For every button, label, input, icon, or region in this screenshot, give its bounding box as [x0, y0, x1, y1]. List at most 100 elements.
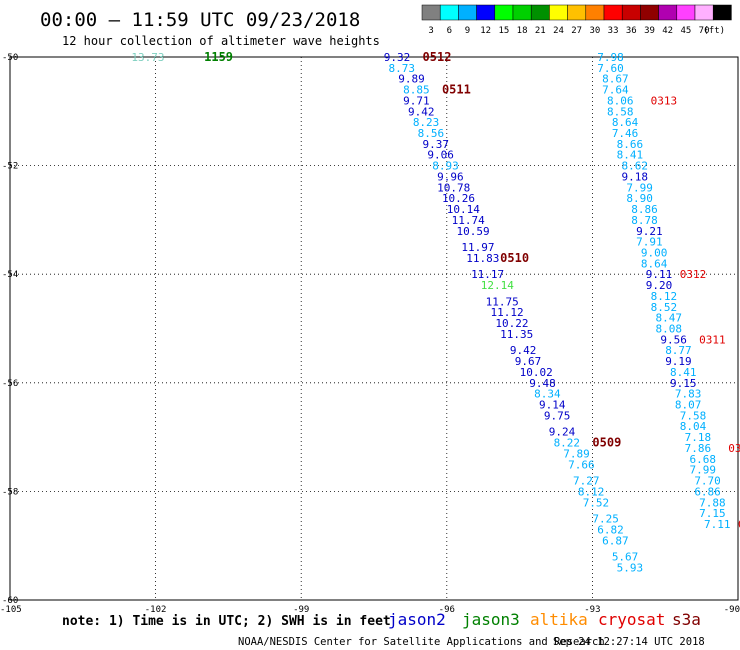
wave-height-label: 8.58	[607, 105, 634, 118]
scale-tick-label: 21	[535, 26, 546, 36]
scale-swatch	[585, 4, 605, 21]
legend-jason3: jason3	[462, 610, 520, 629]
wave-height-label: 9.89	[398, 73, 425, 86]
scale-tick-label: 30	[589, 26, 600, 36]
pass-time-label: 1159	[204, 50, 233, 64]
wave-height-label: 8.41	[617, 149, 644, 162]
wave-height-label: 7.60	[597, 62, 624, 75]
wave-height-label: 11.35	[500, 328, 533, 341]
scale-tick-label: 70	[699, 26, 710, 36]
lon-tick-label: -102	[145, 605, 167, 615]
wave-height-label: 9.56	[660, 333, 687, 346]
wave-height-label: 8.78	[631, 214, 658, 227]
wave-height-label: 8.90	[626, 192, 653, 205]
wave-height-label: 8.86	[631, 203, 658, 216]
scale-tick-label: 39	[644, 26, 655, 36]
pass-time-label: 0510	[500, 251, 529, 265]
wave-height-label: 9.14	[539, 399, 566, 412]
wave-height-label: 9.37	[423, 138, 450, 151]
wave-height-label: 8.56	[418, 127, 445, 140]
scale-swatch	[603, 4, 623, 21]
lon-tick-label: -96	[439, 605, 455, 615]
wave-height-label: 5.67	[612, 551, 639, 564]
wave-height-label: 9.18	[622, 170, 649, 183]
wave-height-label: 11.97	[461, 241, 494, 254]
wave-height-label: 8.23	[413, 116, 440, 129]
legend-jason2: jason2	[388, 610, 446, 629]
scale-swatch	[512, 4, 532, 21]
scale-swatch	[549, 4, 568, 21]
scale-swatch	[567, 4, 587, 21]
wave-height-label: 9.11	[646, 268, 673, 281]
wave-height-label: 9.42	[408, 105, 435, 118]
wave-height-label: 10.14	[447, 203, 480, 216]
pass-time-label: 0509	[592, 436, 621, 450]
lon-tick-label: -93	[584, 605, 600, 615]
timestamp-text: Sep 24 12:27:14 UTC 2018	[553, 636, 705, 648]
wave-height-label: 7.91	[636, 236, 663, 249]
wave-height-label: 9.75	[544, 409, 571, 422]
wave-height-label: 7.25	[592, 513, 619, 526]
wave-height-label: 9.24	[549, 426, 576, 439]
scale-tick-label: 6	[447, 26, 452, 36]
wave-height-label: 8.04	[680, 420, 707, 433]
wave-height-label: 9.19	[665, 355, 692, 368]
scale-tick-label: 27	[571, 26, 582, 36]
wave-height-label: 7.98	[597, 51, 624, 64]
wave-height-label: 7.83	[675, 388, 702, 401]
wave-height-label: 7.46	[612, 127, 639, 140]
wave-height-label: 7.52	[583, 496, 610, 509]
scale-swatch	[421, 4, 441, 21]
wave-height-label: 7.88	[699, 496, 726, 509]
wave-height-label: 8.47	[655, 312, 682, 325]
wave-height-label: 8.52	[651, 301, 678, 314]
wave-height-label: 11.83	[466, 252, 499, 265]
lat-tick-label: -50	[2, 53, 18, 63]
wave-height-label: 10.22	[495, 317, 528, 330]
scale-swatch	[694, 4, 714, 21]
scale-swatch	[458, 4, 477, 21]
scale-swatch	[494, 4, 514, 21]
wave-height-label: 8.62	[622, 160, 649, 173]
wave-height-label: 9.67	[515, 355, 542, 368]
pass-time-label: 0312	[680, 268, 707, 281]
wave-height-label: 10.78	[437, 181, 470, 194]
pass-time-label: 0511	[442, 83, 471, 97]
pass-time-label: 0313	[651, 94, 678, 107]
axis-tick-labels: -105 -102 -99 -96 -93 -90 -50 -52 -54 -56 -58 -60	[0, 53, 740, 615]
wave-height-label: 8.07	[675, 399, 702, 412]
wave-height-label: 12.14	[481, 279, 514, 292]
wave-height-label: 10.26	[442, 192, 475, 205]
scale-swatch	[621, 4, 641, 21]
wave-height-label: 8.73	[389, 62, 416, 75]
pass-time-label: 0310	[738, 518, 740, 531]
scale-unit-label: (ft)	[703, 26, 725, 36]
wave-height-label: 9.21	[636, 225, 663, 238]
wave-height-label: 7.66	[568, 458, 595, 471]
wave-height-label: 7.70	[694, 475, 721, 488]
wave-height-label: 11.17	[471, 268, 504, 281]
wave-height-label: 8.66	[617, 138, 644, 151]
scale-tick-label: 24	[553, 26, 564, 36]
satellite-legend: jason2 jason3 altika cryosat s3a	[388, 610, 701, 629]
wave-height-label: 9.00	[641, 246, 668, 259]
scale-tick-label: 3	[428, 26, 433, 36]
wave-height-label: 7.11	[704, 518, 731, 531]
wave-height-label: 9.42	[510, 344, 536, 357]
wave-height-label: 8.41	[670, 366, 697, 379]
scale-tick-label: 12	[480, 26, 491, 36]
scale-tick-label: 36	[626, 26, 637, 36]
wave-height-label: 8.12	[651, 290, 678, 303]
scale-tick-label: 42	[662, 26, 673, 36]
wave-height-label: 8.22	[554, 437, 581, 450]
wave-height-label: 8.85	[403, 84, 430, 97]
scale-swatch	[476, 4, 496, 21]
lon-tick-label: -99	[293, 605, 309, 615]
scale-tick-label: 45	[680, 26, 691, 36]
map-subtitle: 12 hour collection of altimeter wave hei…	[62, 34, 380, 48]
legend-cryosat: cryosat	[598, 610, 665, 629]
lat-tick-label: -60	[2, 596, 18, 606]
wave-height-label: 7.18	[685, 431, 712, 444]
wave-height-label: 10.59	[457, 225, 490, 238]
